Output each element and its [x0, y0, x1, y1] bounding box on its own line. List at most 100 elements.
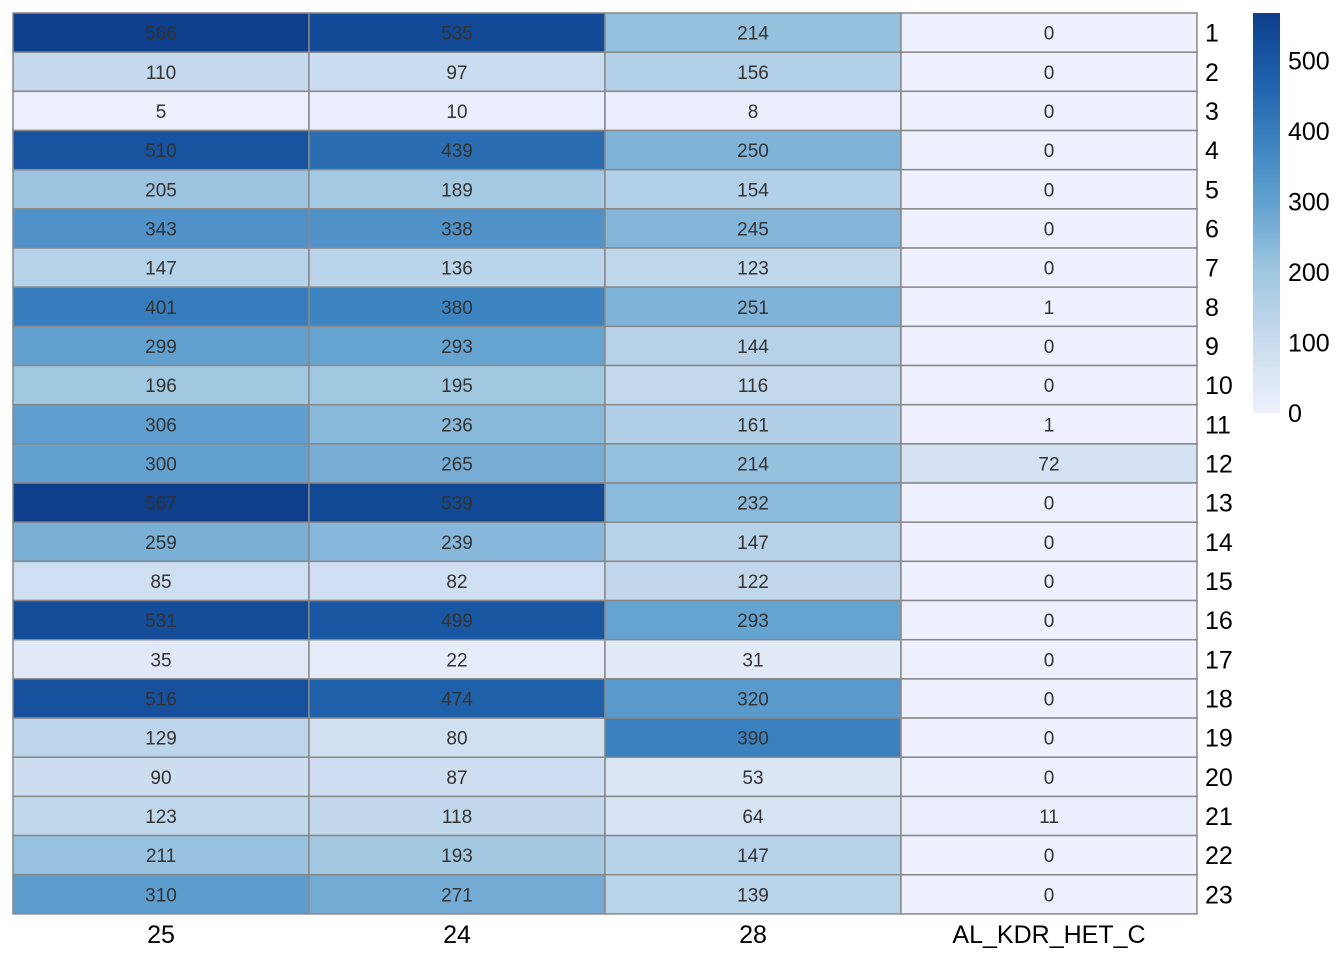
- cell-value-label: 80: [446, 729, 467, 750]
- cell-value-label: 0: [1044, 729, 1055, 750]
- heatmap-cell: [900, 325, 1198, 367]
- cell-value-label: 0: [1044, 376, 1055, 397]
- cell-value-label: 531: [145, 611, 177, 632]
- cell-value-label: 320: [737, 689, 769, 710]
- heatmap-cell: [604, 286, 902, 328]
- cell-value-label: 87: [446, 768, 467, 789]
- cell-value-label: 1: [1044, 415, 1055, 436]
- cell-value-label: 0: [1044, 650, 1055, 671]
- cell-value-label: 566: [145, 24, 177, 45]
- row-label: 16: [1205, 607, 1233, 635]
- cell-value-label: 193: [441, 846, 473, 867]
- heatmap-cell: [12, 208, 310, 249]
- cell-value-label: 251: [737, 298, 769, 319]
- heatmap-cell: [12, 521, 310, 563]
- cell-value-label: 338: [441, 219, 473, 240]
- cell-value-label: 122: [737, 572, 769, 593]
- heatmap-cell: [308, 482, 606, 523]
- heatmap-cell: [12, 443, 310, 484]
- cell-value-label: 0: [1044, 533, 1055, 554]
- heatmap-cell: [900, 129, 1198, 171]
- cell-value-label: 239: [441, 533, 473, 554]
- heatmap-cell: [900, 247, 1198, 288]
- row-label: 14: [1205, 529, 1233, 557]
- heatmap-cell: [900, 443, 1198, 484]
- cell-value-label: 11: [1039, 807, 1059, 828]
- heatmap-cell: [604, 756, 902, 798]
- cell-value-label: 31: [742, 650, 763, 671]
- heatmap-cell: [308, 403, 606, 445]
- cell-value-label: 8: [748, 102, 759, 123]
- cell-value-label: 0: [1044, 259, 1055, 280]
- row-label: 20: [1205, 764, 1233, 792]
- cell-value-label: 299: [145, 337, 177, 358]
- row-label: 18: [1205, 685, 1233, 713]
- heatmap-cell: [604, 873, 902, 915]
- heatmap-cell: [308, 208, 606, 249]
- cell-value-label: 236: [441, 415, 473, 436]
- cell-value-label: 499: [441, 611, 473, 632]
- cell-value-label: 0: [1044, 611, 1055, 632]
- cell-value-label: 5: [156, 102, 167, 123]
- row-label: 8: [1205, 294, 1219, 322]
- heatmap-cell: [900, 482, 1198, 523]
- cell-value-label: 139: [737, 885, 769, 906]
- cell-value-label: 205: [145, 180, 177, 201]
- cell-value-label: 0: [1044, 768, 1055, 789]
- cell-value-label: 535: [441, 24, 473, 45]
- heatmap-cell: [12, 678, 310, 719]
- heatmap-cell: [604, 443, 902, 484]
- cell-value-label: 250: [737, 141, 769, 162]
- cell-value-label: 0: [1044, 180, 1055, 201]
- heatmap-cell: [604, 795, 902, 837]
- row-label: 9: [1205, 333, 1219, 361]
- column-label: AL_KDR_HET_C: [952, 921, 1145, 949]
- colorbar-tick-label: 300: [1288, 188, 1330, 216]
- row-label: 11: [1205, 411, 1231, 439]
- cell-value-label: 85: [150, 572, 171, 593]
- heatmap-cell: [604, 403, 902, 445]
- row-label: 17: [1205, 646, 1233, 674]
- row-label: 23: [1205, 881, 1233, 909]
- cell-value-label: 90: [150, 768, 171, 789]
- heatmap-cell: [604, 717, 902, 758]
- colorbar-tick-label: 400: [1288, 118, 1330, 146]
- colorbar-tick-label: 500: [1288, 47, 1330, 75]
- heatmap-cell: [308, 168, 606, 210]
- cell-value-label: 147: [145, 259, 177, 280]
- cell-value-label: 0: [1044, 63, 1055, 84]
- cell-value-label: 53: [742, 768, 763, 789]
- heatmap-cell: [12, 599, 310, 641]
- heatmap-cell: [604, 638, 902, 680]
- heatmap-cell: [900, 521, 1198, 563]
- cell-value-label: 0: [1044, 337, 1055, 358]
- heatmap-cell: [900, 717, 1198, 758]
- row-label: 22: [1205, 842, 1233, 870]
- cell-value-label: 567: [145, 494, 177, 515]
- row-label: 10: [1205, 372, 1233, 400]
- heatmap-cell: [900, 90, 1198, 132]
- cell-value-label: 0: [1044, 494, 1055, 515]
- heatmap-cell: [604, 560, 902, 602]
- cell-value-label: 539: [441, 494, 473, 515]
- cell-value-label: 0: [1044, 846, 1055, 867]
- cell-value-label: 22: [446, 650, 467, 671]
- cell-value-label: 293: [737, 611, 769, 632]
- cell-value-label: 390: [737, 729, 769, 750]
- cell-value-label: 195: [441, 376, 473, 397]
- cell-value-label: 293: [441, 337, 473, 358]
- row-label: 15: [1205, 568, 1233, 596]
- heatmap-cell: [12, 482, 310, 523]
- heatmap-cell: [900, 638, 1198, 680]
- heatmap-cell: [900, 756, 1198, 798]
- heatmap-cell: [308, 795, 606, 837]
- heatmap-cell: [604, 168, 902, 210]
- cell-value-label: 0: [1044, 689, 1055, 710]
- cell-value-label: 35: [150, 650, 171, 671]
- heatmap-cell: [308, 129, 606, 171]
- cell-value-label: 310: [145, 885, 177, 906]
- cell-value-label: 147: [737, 533, 769, 554]
- cell-value-label: 0: [1044, 219, 1055, 240]
- cell-value-label: 147: [737, 846, 769, 867]
- heatmap-cell: [900, 12, 1198, 53]
